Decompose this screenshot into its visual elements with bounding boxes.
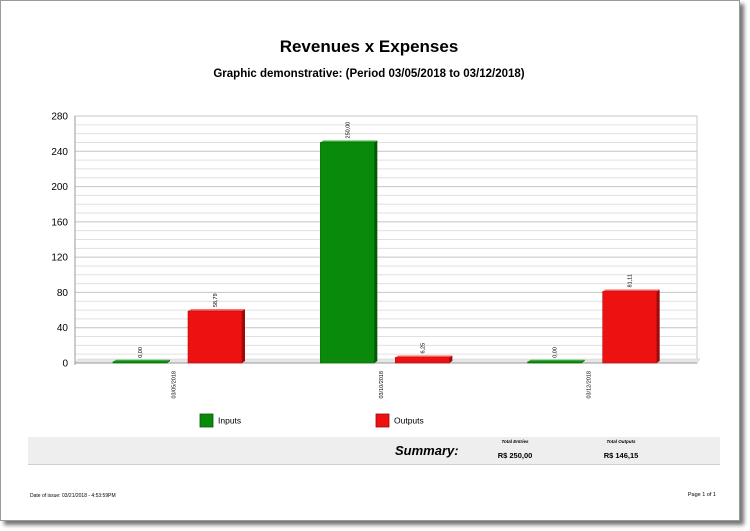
bar-side xyxy=(167,359,170,363)
y-tick-label: 80 xyxy=(57,288,69,299)
bar-top xyxy=(395,355,453,358)
bar-top xyxy=(113,359,170,362)
bar-side xyxy=(242,309,245,363)
total-entries-label: Total Entries xyxy=(501,439,529,444)
bar-inputs xyxy=(527,361,582,364)
legend-swatch-inputs xyxy=(199,413,214,428)
x-tick-label: 03/10/2018 xyxy=(379,371,385,399)
bar-value-label: 250,00 xyxy=(345,122,351,139)
report-title: Revenues x Expenses xyxy=(279,37,459,56)
bar-side xyxy=(581,359,585,363)
report-subtitle: Graphic demonstrative: (Period 03/05/201… xyxy=(213,68,525,80)
y-tick-label: 280 xyxy=(51,112,68,123)
bar-value-label: 58,79 xyxy=(213,293,219,307)
bar-outputs xyxy=(187,310,243,364)
bar-top xyxy=(188,309,245,312)
y-tick-label: 120 xyxy=(51,253,68,264)
bar-side xyxy=(656,289,660,363)
x-tick-label: 03/12/2018 xyxy=(586,371,592,399)
bar-outputs xyxy=(395,357,450,364)
legend-swatch-outputs xyxy=(375,413,390,428)
bar-top xyxy=(527,359,585,362)
summary-bar xyxy=(28,437,720,465)
bar-value-label: 0,00 xyxy=(138,347,144,358)
summary-label: Summary: xyxy=(395,443,459,458)
bar-inputs xyxy=(112,361,168,364)
bar-value-label: 6,25 xyxy=(420,343,426,354)
x-tick-label: 03/05/2018 xyxy=(172,371,178,399)
bar-outputs xyxy=(602,291,657,364)
bar-value-label: 81,11 xyxy=(628,274,634,287)
bar-top xyxy=(602,289,660,292)
y-tick-label: 240 xyxy=(51,147,68,158)
issue-date: Date of issue: 03/21/2018 - 4:53:59PM xyxy=(30,493,116,499)
y-tick-label: 200 xyxy=(51,182,68,193)
bar-value-label: 0,00 xyxy=(553,347,559,358)
total-outputs-label: Total Outputs xyxy=(606,439,636,444)
y-tick-label: 40 xyxy=(57,323,69,334)
legend-label-inputs: Inputs xyxy=(218,416,241,426)
y-tick-label: 0 xyxy=(62,359,68,370)
page-number: Page 1 of 1 xyxy=(687,492,716,498)
y-tick-label: 160 xyxy=(51,217,68,228)
total-outputs-value: R$ 146,15 xyxy=(603,451,639,460)
bar-side xyxy=(374,140,378,363)
bar-inputs xyxy=(320,142,375,364)
bar-top xyxy=(320,140,378,143)
bar-side xyxy=(449,355,453,363)
legend-label-outputs: Outputs xyxy=(394,416,424,426)
total-entries-value: R$ 250,00 xyxy=(497,451,533,460)
